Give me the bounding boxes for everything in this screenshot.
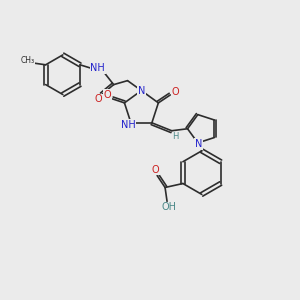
Text: N: N [195, 139, 202, 149]
Text: NH: NH [90, 63, 105, 73]
Text: O: O [152, 165, 159, 175]
Text: O: O [171, 87, 179, 97]
Text: NH: NH [121, 120, 135, 130]
Text: OH: OH [161, 202, 176, 212]
Text: O: O [104, 90, 111, 100]
Text: O: O [95, 94, 103, 104]
Text: N: N [138, 85, 145, 96]
Text: CH₃: CH₃ [21, 56, 35, 65]
Text: H: H [172, 132, 179, 141]
